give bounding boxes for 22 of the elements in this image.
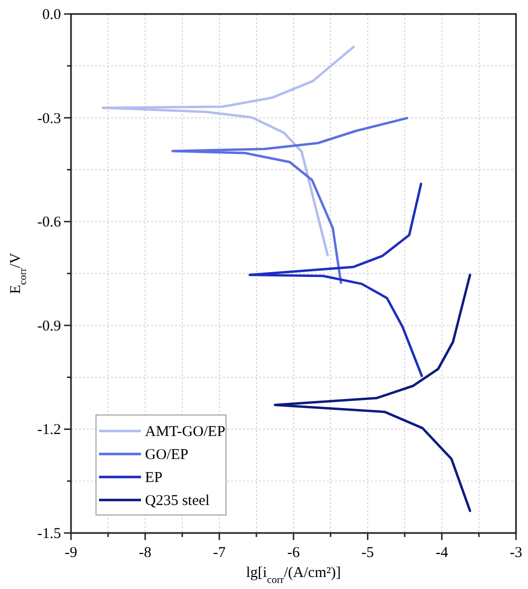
legend-label: EP — [145, 470, 163, 486]
x-tick-label: -7 — [213, 545, 226, 561]
y-tick-label: -0.9 — [37, 318, 61, 334]
x-tick-label: -8 — [138, 545, 152, 561]
y-tick-label: -0.3 — [37, 110, 61, 127]
legend-label: GO/EP — [145, 447, 188, 463]
line-series — [171, 116, 408, 284]
legend-label: AMT-GO/EP — [145, 424, 226, 440]
x-axis-title: lg[i$_{corr}$/(A/cm²)] — [246, 565, 341, 586]
line-series — [248, 182, 424, 378]
x-tick-label: -5 — [361, 545, 374, 561]
line-series — [274, 274, 472, 512]
y-tick-label: -1.5 — [37, 526, 61, 542]
y-tick-label: 0.0 — [42, 7, 61, 23]
y-tick-label: -1.2 — [37, 422, 61, 438]
x-tick-label: -6 — [287, 545, 300, 561]
x-tick-label: -3 — [510, 545, 522, 561]
line-series — [102, 46, 355, 256]
y-tick-label: -0.6 — [37, 214, 62, 231]
x-tick-label: -4 — [436, 545, 449, 561]
legend-label: Q235 steel — [145, 493, 210, 509]
x-tick-label: -9 — [64, 545, 78, 561]
